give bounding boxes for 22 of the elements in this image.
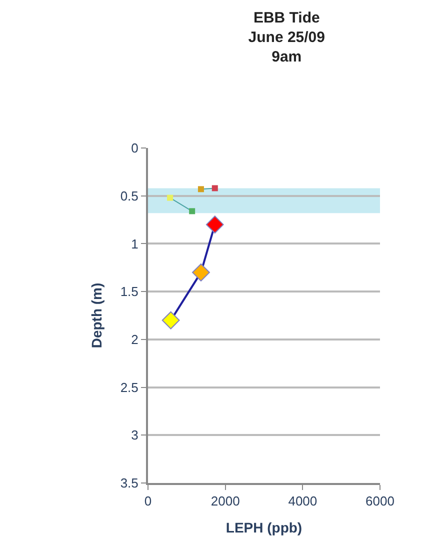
y-tick-label: 1.5 <box>120 284 138 300</box>
point <box>198 186 204 192</box>
chart-title: EBB Tide June 25/09 9am <box>248 9 326 66</box>
y-tick-label: 3 <box>131 428 138 443</box>
x-tick-label: 0 <box>144 494 152 509</box>
y-axis-title: Depth (m) <box>88 282 104 348</box>
x-tick-label: 2000 <box>210 494 240 509</box>
y-tick-label: 3.5 <box>120 476 138 491</box>
x-tick-label: 4000 <box>288 494 318 509</box>
y-tick-label: 2 <box>131 332 138 347</box>
point <box>206 216 224 234</box>
y-tick-label: 0.5 <box>120 188 138 204</box>
point <box>192 263 210 282</box>
x-tick-label: 6000 <box>366 494 394 509</box>
y-tick-label: 1 <box>131 236 138 252</box>
point <box>167 194 174 201</box>
point <box>212 185 218 192</box>
y-tick-label: 0 <box>131 140 138 156</box>
point <box>189 208 196 214</box>
point <box>162 311 180 330</box>
x-axis-title: LEPH (ppb) <box>226 519 302 536</box>
y-tick-label: 2.5 <box>120 380 138 395</box>
